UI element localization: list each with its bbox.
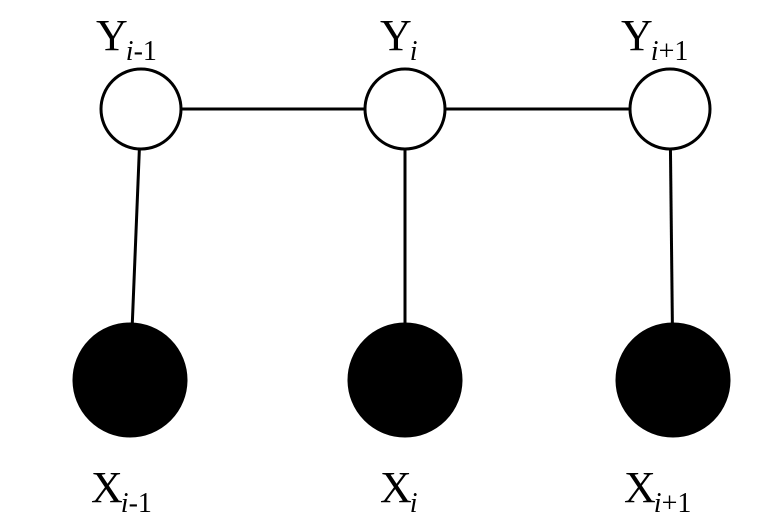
label-x-i: Xi — [380, 463, 418, 519]
label-y-ip1: Yi+1 — [621, 11, 688, 67]
label-y-i: Yi — [380, 11, 418, 67]
node-x-i — [349, 324, 461, 436]
node-y-ip1 — [630, 69, 710, 149]
label-x-ip1: Xi+1 — [624, 463, 691, 519]
label-x-im1: Xi-1 — [91, 463, 152, 519]
node-x-ip1 — [617, 324, 729, 436]
node-y-im1 — [101, 69, 181, 149]
node-y-i — [365, 69, 445, 149]
label-y-im1: Yi-1 — [96, 11, 157, 67]
crf-chain-diagram: Yi-1 Yi Yi+1 Xi-1 Xi Xi+1 — [0, 0, 778, 532]
node-x-im1 — [74, 324, 186, 436]
